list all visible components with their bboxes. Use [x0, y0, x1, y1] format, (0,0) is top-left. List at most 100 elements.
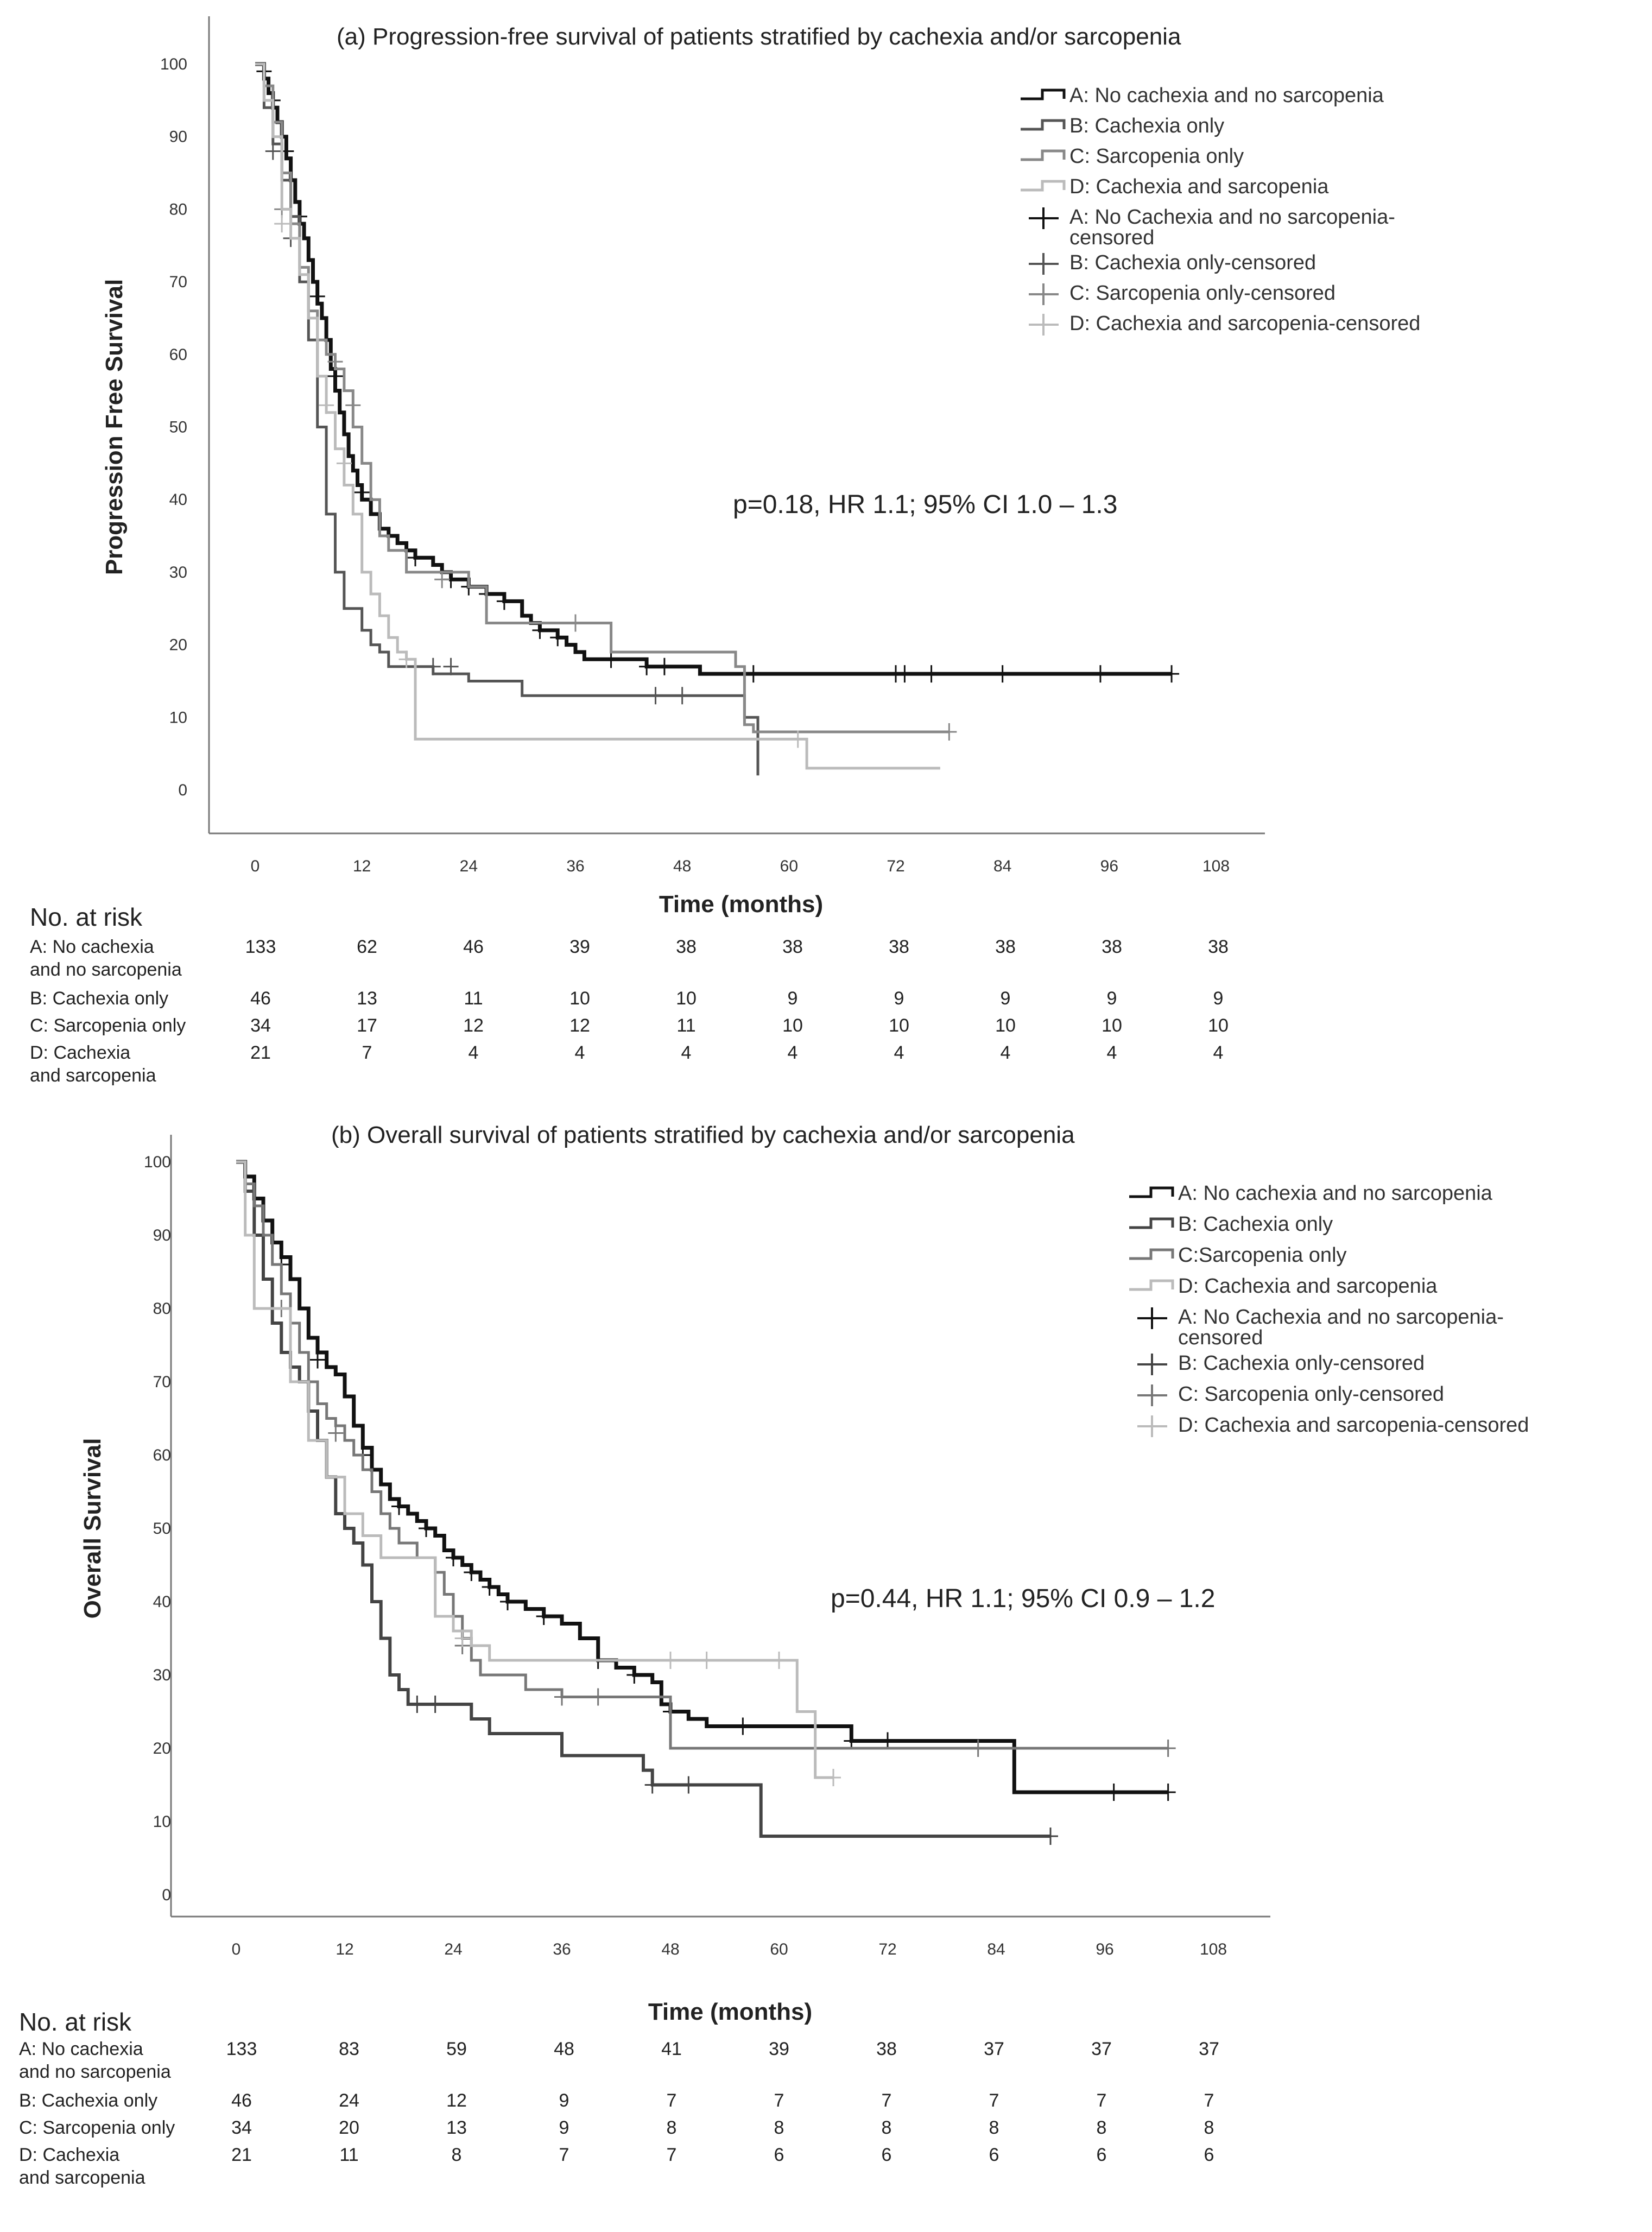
x-tick-label: 108 — [1200, 1940, 1227, 1958]
legend-censor-swatch — [1029, 207, 1059, 229]
risk-value: 8 — [1097, 2117, 1107, 2138]
censor-mark-C — [1160, 1740, 1176, 1757]
x-tick-label: 36 — [553, 1940, 571, 1958]
risk-value: 7 — [882, 2090, 892, 2111]
risk-row-label: A: No cachexia — [30, 937, 154, 957]
risk-value: 46 — [231, 2090, 252, 2111]
risk-value: 10 — [995, 1015, 1016, 1036]
x-tick-label: 0 — [232, 1940, 241, 1958]
censor-mark-A — [536, 1608, 552, 1625]
legend-swatch — [1129, 1279, 1174, 1291]
x-tick-label: 48 — [661, 1940, 679, 1958]
risk-value: 62 — [357, 937, 377, 957]
legend-censor-swatch — [1137, 1354, 1167, 1375]
legend-swatch — [1129, 1217, 1174, 1229]
censor-mark-A — [496, 592, 512, 610]
y-tick-label: 90 — [169, 128, 187, 146]
risk-value: 9 — [559, 2117, 569, 2138]
risk-row-label: D: Cachexia — [30, 1042, 130, 1063]
y-tick-label: 10 — [169, 709, 187, 726]
risk-value: 13 — [446, 2117, 467, 2138]
risk-value: 34 — [250, 1015, 271, 1036]
censor-mark-A — [550, 629, 566, 647]
legend-entry: D: Cachexia and sarcopenia-censored — [1178, 1414, 1529, 1437]
risk-value: 38 — [1102, 937, 1122, 957]
risk-value: 9 — [788, 988, 798, 1009]
legend-entry: A: No cachexia and no sarcopenia — [1178, 1182, 1493, 1205]
x-tick-label: 0 — [251, 857, 260, 875]
y-tick-label: 60 — [153, 1446, 171, 1464]
legend-censor-swatch — [1029, 314, 1059, 336]
legend-entry: C: Sarcopenia only-censored — [1178, 1383, 1444, 1406]
risk-table-header: No. at risk — [19, 2008, 132, 2036]
censor-mark-C — [590, 1688, 606, 1706]
risk-value: 13 — [357, 988, 377, 1009]
risk-value: 8 — [667, 2117, 677, 2138]
risk-value: 6 — [1097, 2145, 1107, 2165]
risk-row-label: C: Sarcopenia only — [30, 1015, 186, 1036]
risk-value: 38 — [1208, 937, 1229, 957]
risk-value: 10 — [889, 1015, 909, 1036]
risk-value: 10 — [676, 988, 697, 1009]
y-tick-label: 90 — [153, 1226, 171, 1244]
risk-row-label-cont: and sarcopenia — [30, 1065, 156, 1086]
x-tick-label: 96 — [1100, 857, 1118, 875]
censor-mark-D — [319, 396, 334, 414]
legend-entry: A: No cachexia and no sarcopenia — [1069, 84, 1384, 107]
censor-mark-A — [897, 665, 913, 683]
censor-mark-B — [648, 687, 663, 705]
censor-mark-C — [554, 1688, 569, 1706]
y-tick-label: 0 — [162, 1886, 171, 1904]
x-axis-title: Time (months) — [648, 1999, 812, 2025]
legend-censor-swatch — [1137, 1307, 1167, 1329]
risk-value: 17 — [357, 1015, 377, 1036]
legend-censor-swatch — [1029, 283, 1059, 305]
risk-value: 38 — [676, 937, 697, 957]
censor-mark-B — [443, 657, 459, 675]
risk-value: 11 — [464, 988, 483, 1009]
censor-mark-B — [409, 1696, 425, 1713]
censor-mark-A — [1160, 1784, 1176, 1801]
risk-value: 34 — [231, 2117, 252, 2138]
risk-value: 8 — [774, 2117, 784, 2138]
x-tick-label: 84 — [987, 1940, 1005, 1958]
risk-value: 7 — [1204, 2090, 1214, 2111]
x-tick-label: 60 — [770, 1940, 788, 1958]
legend-swatch — [1129, 1186, 1174, 1198]
y-tick-label: 10 — [153, 1813, 171, 1831]
censor-mark-C — [568, 614, 583, 632]
risk-value: 7 — [667, 2145, 677, 2165]
risk-value: 39 — [769, 2039, 789, 2059]
legend-censor-swatch — [1137, 1415, 1167, 1437]
censor-mark-C — [970, 1740, 986, 1757]
panel-progression-free-survival: (a) Progression-free survival of patient… — [30, 16, 1420, 1086]
censor-mark-A — [880, 1732, 895, 1750]
censor-mark-D — [790, 730, 806, 748]
risk-value: 7 — [667, 2090, 677, 2111]
risk-value: 8 — [882, 2117, 892, 2138]
x-tick-label: 12 — [353, 857, 371, 875]
x-tick-label: 36 — [566, 857, 584, 875]
censor-mark-A — [735, 1717, 751, 1735]
risk-value: 12 — [463, 1015, 484, 1036]
risk-value: 37 — [1199, 2039, 1219, 2059]
censor-mark-A — [310, 1351, 325, 1369]
risk-value: 46 — [250, 988, 271, 1009]
censor-mark-A — [745, 665, 761, 683]
x-tick-label: 72 — [878, 1940, 896, 1958]
censor-mark-B — [425, 657, 441, 675]
censor-mark-A — [1164, 665, 1180, 683]
censor-mark-A — [1092, 665, 1108, 683]
censor-mark-B — [1043, 1828, 1058, 1845]
risk-value: 4 — [575, 1042, 585, 1063]
censor-mark-A — [656, 657, 672, 675]
censor-mark-A — [1106, 1784, 1122, 1801]
risk-value: 8 — [989, 2117, 999, 2138]
censor-mark-A — [391, 1497, 407, 1515]
risk-value: 9 — [1213, 988, 1224, 1009]
censor-mark-A — [500, 1593, 515, 1610]
y-tick-label: 50 — [169, 419, 187, 437]
risk-value: 4 — [894, 1042, 904, 1063]
risk-value: 39 — [569, 937, 590, 957]
risk-value: 38 — [782, 937, 803, 957]
